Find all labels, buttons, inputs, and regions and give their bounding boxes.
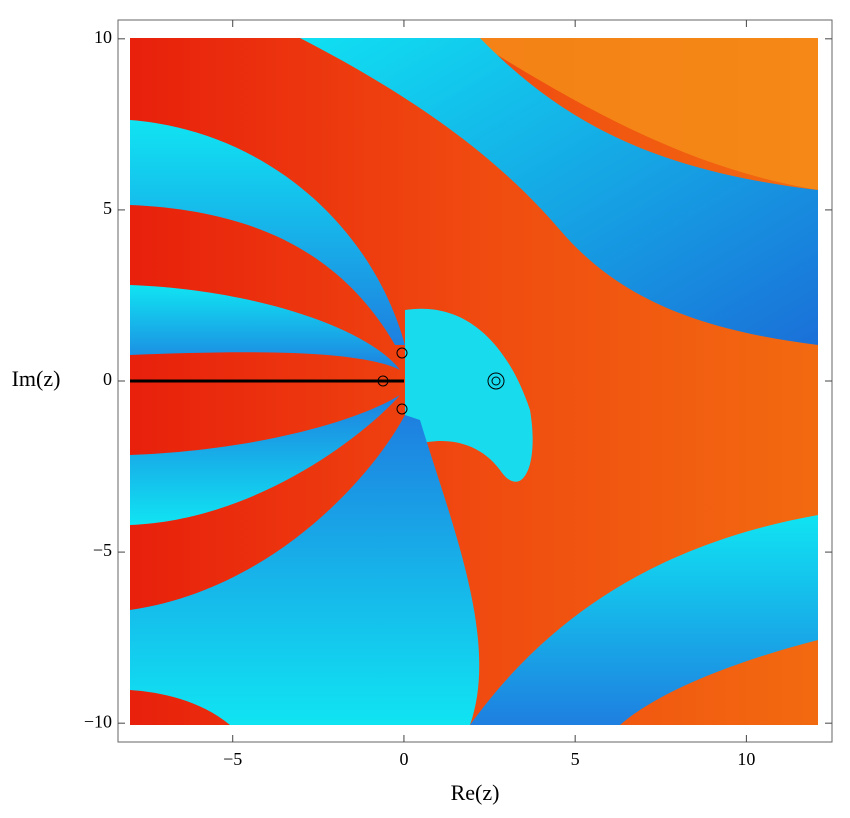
phase-band (130, 120, 405, 345)
phase-band (470, 515, 818, 725)
phase-band (300, 38, 818, 345)
orange-region (470, 38, 818, 190)
y-tick-label: 10 (94, 27, 112, 47)
y-tick-label: −5 (93, 540, 112, 560)
y-tick-label: 5 (103, 198, 112, 218)
singularities (377, 347, 505, 415)
y-axis-title: Im(z) (12, 366, 61, 391)
x-axis-title: Re(z) (451, 780, 500, 805)
phase-band (130, 395, 400, 525)
phase-band (130, 415, 480, 725)
x-tick-label: 10 (737, 749, 755, 769)
x-tick-label: 0 (399, 749, 408, 769)
phase-band (130, 285, 400, 370)
domain-coloring (130, 38, 818, 725)
x-tick-label: −5 (223, 749, 242, 769)
phase-band (405, 308, 533, 482)
y-tick-label: 0 (103, 369, 112, 389)
y-tick-label: −10 (84, 711, 112, 731)
x-tick-label: 5 (571, 749, 580, 769)
